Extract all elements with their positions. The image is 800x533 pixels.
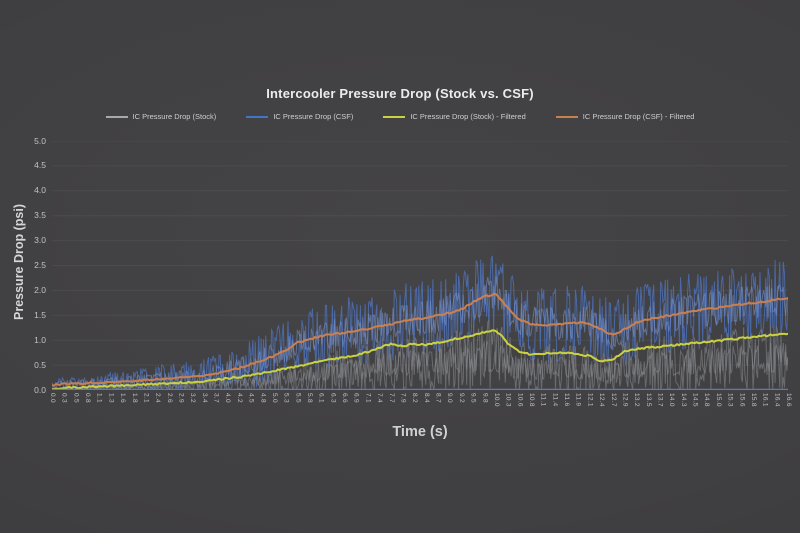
legend-marker-stock-raw-line-icon (105, 115, 128, 118)
x-tick-label: 12.4 (598, 393, 606, 407)
x-tick-label: 6.1 (317, 393, 325, 403)
legend-marker-csf-filtered-line-icon (555, 115, 578, 118)
legend-marker-csf-raw-line-icon (246, 115, 269, 118)
y-tick-label: 5.0 (34, 135, 46, 146)
x-tick-label: 11.9 (574, 393, 582, 407)
legend-label: IC Pressure Drop (CSF) (273, 112, 354, 121)
x-tick-label: 4.0 (224, 393, 232, 403)
x-tick-label: 4.8 (259, 393, 267, 403)
x-tick-label: 1.1 (95, 393, 103, 403)
x-tick-label: 14.3 (679, 393, 687, 407)
x-tick-label: 8.2 (411, 393, 419, 403)
x-tick-label: 4.2 (235, 393, 243, 403)
legend-marker-stock-filtered-line-icon (383, 115, 406, 118)
gridlines (52, 140, 788, 366)
y-tick-label: 4.0 (34, 185, 46, 196)
x-tick-label: 14.0 (668, 393, 676, 407)
plot-svg (51, 140, 789, 392)
y-tick-label: 0.0 (34, 384, 46, 395)
x-tick-label: 3.4 (200, 393, 208, 403)
legend-item-csf-raw: IC Pressure Drop (CSF) (246, 112, 353, 121)
x-tick-label: 16.6 (785, 393, 792, 407)
x-tick-label: 7.4 (376, 393, 384, 403)
x-tick-label: 0.0 (49, 393, 56, 403)
x-tick-label: 8.7 (434, 393, 442, 403)
legend-label: IC Pressure Drop (CSF) - Filtered (582, 112, 695, 121)
x-tick-label: 5.8 (306, 393, 313, 403)
x-tick-label: 3.2 (189, 393, 197, 403)
x-tick-label: 13.2 (633, 393, 641, 407)
x-tick-label: 10.8 (528, 393, 535, 407)
x-tick-label: 12.7 (609, 393, 617, 407)
x-tick-label: 5.3 (282, 393, 290, 403)
x-tick-label: 4.5 (247, 393, 255, 403)
x-tick-label: 15.3 (726, 393, 734, 407)
y-tick-label: 2.0 (34, 284, 46, 295)
x-tick-label: 6.9 (352, 393, 360, 403)
x-tick-label: 12.9 (621, 393, 629, 407)
y-tick-label: 3.5 (34, 210, 46, 221)
x-tick-label: 11.6 (563, 393, 570, 407)
x-tick-label: 0.8 (84, 393, 91, 403)
x-tick-label: 2.1 (142, 393, 150, 403)
legend-item-stock-filtered: IC Pressure Drop (Stock) - Filtered (383, 112, 526, 121)
x-tick-label: 14.5 (691, 393, 699, 407)
x-tick-label: 15.0 (714, 393, 722, 407)
x-tick-label: 6.6 (341, 393, 349, 403)
x-tick-label: 13.7 (656, 393, 664, 407)
y-tick-label: 1.5 (34, 309, 46, 320)
x-tick-label: 2.9 (177, 393, 185, 403)
x-tick-label: 9.8 (481, 393, 489, 403)
x-tick-label: 9.5 (469, 393, 477, 403)
x-tick-label: 5.0 (271, 393, 278, 403)
x-axis-title: Time (s) (392, 424, 448, 440)
x-tick-label: 10.6 (516, 393, 524, 407)
y-tick-label: 4.5 (34, 160, 46, 171)
series-stock-filtered (51, 329, 789, 391)
x-tick-label: 11.1 (539, 393, 547, 407)
x-tick-label: 0.3 (60, 393, 68, 403)
x-tick-label: 3.7 (212, 393, 220, 403)
x-tick-label: 7.7 (387, 393, 395, 403)
legend-label: IC Pressure Drop (Stock) - Filtered (410, 112, 526, 121)
x-tick-label: 1.3 (107, 393, 115, 403)
x-tick-label: 2.6 (165, 393, 173, 403)
x-tick-label: 9.0 (446, 393, 454, 403)
legend-item-stock-raw: IC Pressure Drop (Stock) (105, 112, 217, 121)
y-tick-label: 1.0 (34, 334, 46, 345)
x-tick-label: 10.3 (504, 393, 512, 407)
y-tick-label: 0.5 (34, 359, 46, 370)
x-tick-label: 15.8 (750, 393, 757, 407)
y-tick-label: 2.5 (34, 260, 46, 270)
x-tick-label: 14.8 (703, 393, 711, 407)
x-tick-label: 16.1 (761, 393, 769, 407)
x-tick-label: 11.4 (551, 393, 559, 407)
x-tick-label: 5.5 (294, 393, 302, 403)
x-tick-label: 12.1 (586, 393, 594, 407)
legend-item-csf-filtered: IC Pressure Drop (CSF) - Filtered (555, 112, 695, 121)
series-stock-raw (51, 319, 789, 392)
x-tick-label: 6.3 (329, 393, 337, 403)
x-tick-label: 9.2 (457, 393, 465, 403)
legend-label: IC Pressure Drop (Stock) (132, 112, 217, 121)
chart-title: Intercooler Pressure Drop (Stock vs. CSF… (266, 86, 534, 101)
x-tick-label: 15.6 (738, 393, 746, 407)
x-tick-label: 7.1 (364, 393, 372, 403)
x-tick-label: 10.0 (492, 393, 500, 407)
x-tick-label: 13.5 (644, 393, 652, 407)
x-tick-label: 1.6 (119, 393, 127, 403)
x-tick-label: 8.4 (422, 393, 430, 403)
x-tick-label: 16.4 (773, 393, 781, 407)
y-tick-label: 3.0 (34, 235, 46, 246)
plot-area (51, 140, 789, 392)
chart-legend: IC Pressure Drop (Stock) IC Pressure Dro… (0, 112, 800, 121)
x-tick-label: 7.9 (399, 393, 407, 403)
series-csf-filtered (51, 293, 789, 387)
x-tick-label: 0.5 (72, 393, 80, 403)
x-tick-label: 2.4 (154, 393, 162, 403)
x-tick-label: 1.8 (130, 393, 138, 403)
